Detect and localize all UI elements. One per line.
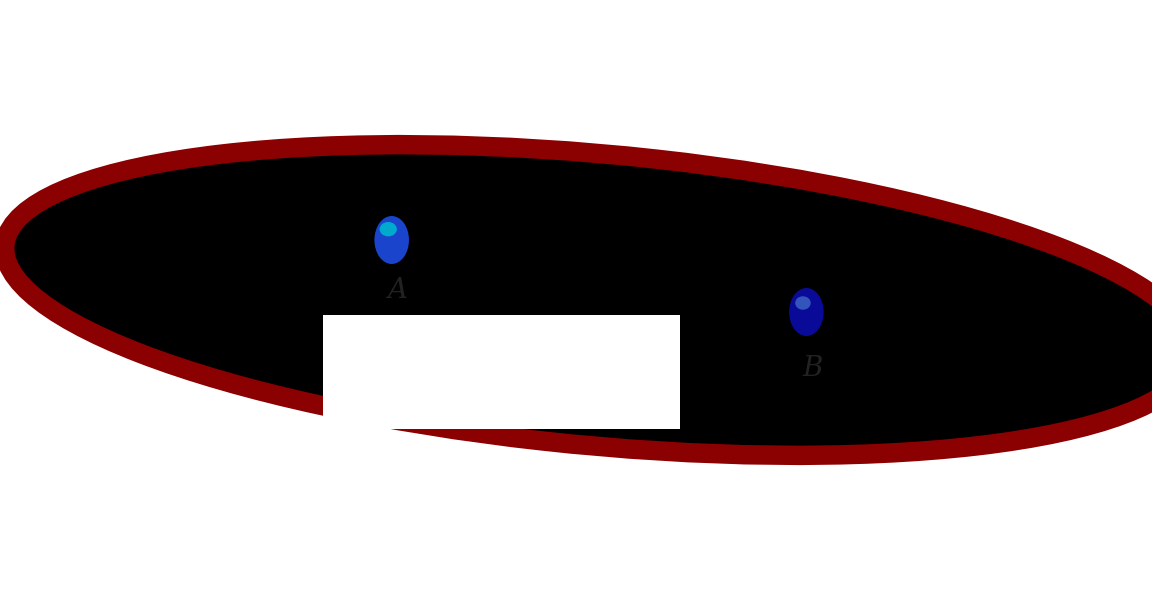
Ellipse shape [380,222,396,236]
Text: B: B [802,355,823,383]
Ellipse shape [795,296,811,310]
Ellipse shape [789,288,824,336]
Ellipse shape [374,216,409,264]
Ellipse shape [5,145,1152,455]
Text: A: A [387,277,408,304]
Bar [323,315,680,429]
